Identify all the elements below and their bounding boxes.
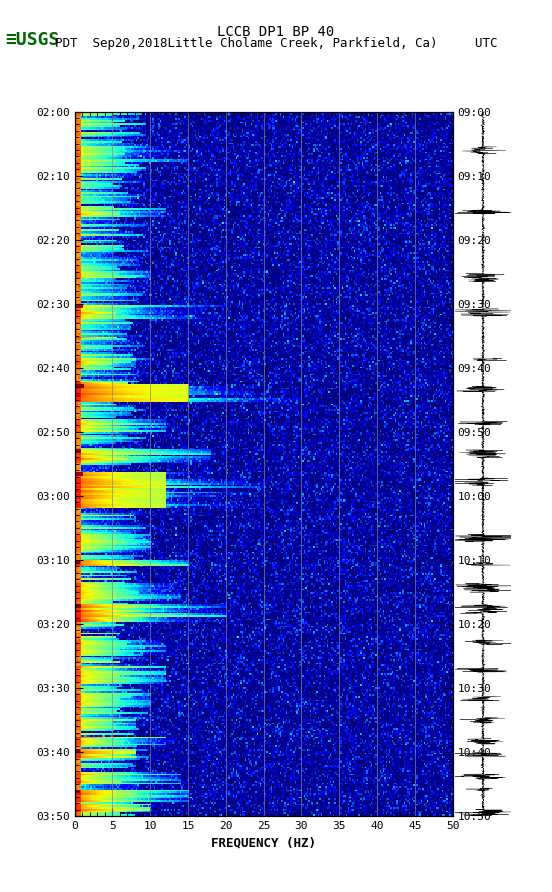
Text: ≡USGS: ≡USGS [6, 31, 60, 49]
Text: LCCB DP1 BP 40: LCCB DP1 BP 40 [217, 25, 335, 39]
Text: PDT  Sep20,2018Little Cholame Creek, Parkfield, Ca)     UTC: PDT Sep20,2018Little Cholame Creek, Park… [55, 37, 497, 51]
X-axis label: FREQUENCY (HZ): FREQUENCY (HZ) [211, 837, 316, 849]
